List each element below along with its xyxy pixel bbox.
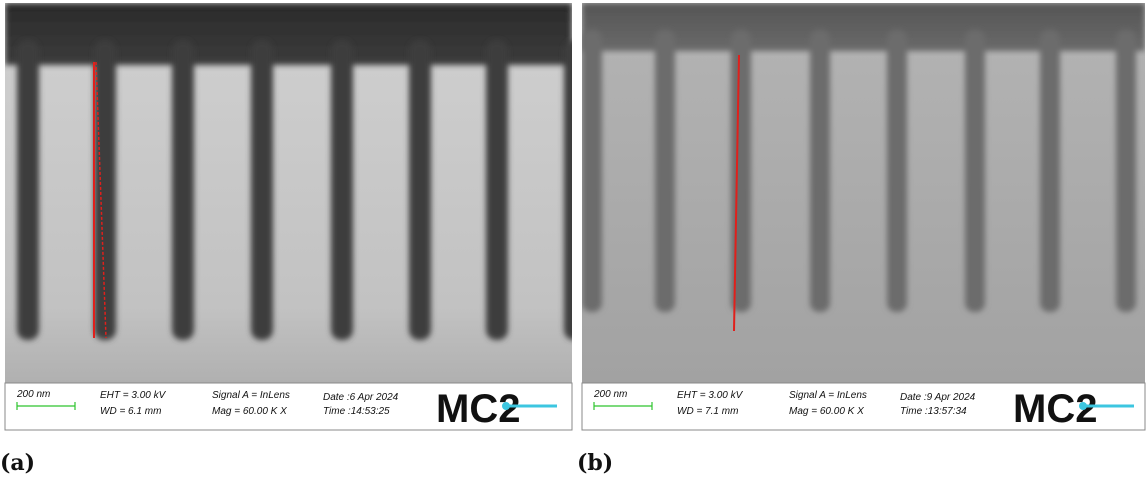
trench (731, 30, 751, 312)
sem-image (582, 3, 1145, 383)
trench (486, 40, 508, 340)
signal: Signal A = InLens (789, 390, 867, 401)
trench (17, 40, 39, 340)
time: Time :13:57:34 (900, 406, 967, 417)
wd: WD = 7.1 mm (677, 406, 738, 417)
time: Time :14:53:25 (323, 406, 390, 417)
trench (810, 30, 830, 312)
info-bar-bg (4, 382, 573, 431)
date: Date :6 Apr 2024 (323, 392, 399, 403)
panel-label: (a) (0, 450, 35, 476)
trench (172, 40, 194, 340)
scale-bar-label: 200 nm (16, 389, 50, 400)
eht: EHT = 3.00 kV (677, 390, 744, 401)
mag: Mag = 60.00 K X (212, 406, 287, 417)
trench (1040, 30, 1060, 312)
info-bar-bg (581, 382, 1146, 431)
info-bar: 200 nm EHT = 3.00 kV WD = 6.1 mm Signal A =… (4, 382, 573, 431)
trench (251, 40, 273, 340)
measure-line (733, 54, 740, 332)
trench (94, 40, 116, 340)
logo-dot (502, 402, 510, 410)
scale-bar (16, 402, 76, 410)
trench (564, 40, 572, 340)
date: Date :9 Apr 2024 (900, 392, 976, 403)
trench (409, 40, 431, 340)
info-bar: 200 nm EHT = 3.00 kV WD = 7.1 mm Signal A =… (581, 382, 1146, 431)
trench (655, 30, 675, 312)
measure-line (95, 61, 107, 339)
logo-dot (1079, 402, 1087, 410)
scale-bar-label: 200 nm (593, 389, 627, 400)
scale-bar (593, 402, 653, 410)
eht: EHT = 3.00 kV (100, 390, 167, 401)
sem-image (5, 3, 572, 383)
wd: WD = 6.1 mm (100, 406, 161, 417)
trench (331, 40, 353, 340)
trench (1116, 30, 1136, 312)
trench (965, 30, 985, 312)
trench (887, 30, 907, 312)
signal: Signal A = InLens (212, 390, 290, 401)
mag: Mag = 60.00 K X (789, 406, 864, 417)
panel-label: (b) (577, 450, 613, 476)
trench (582, 30, 602, 312)
